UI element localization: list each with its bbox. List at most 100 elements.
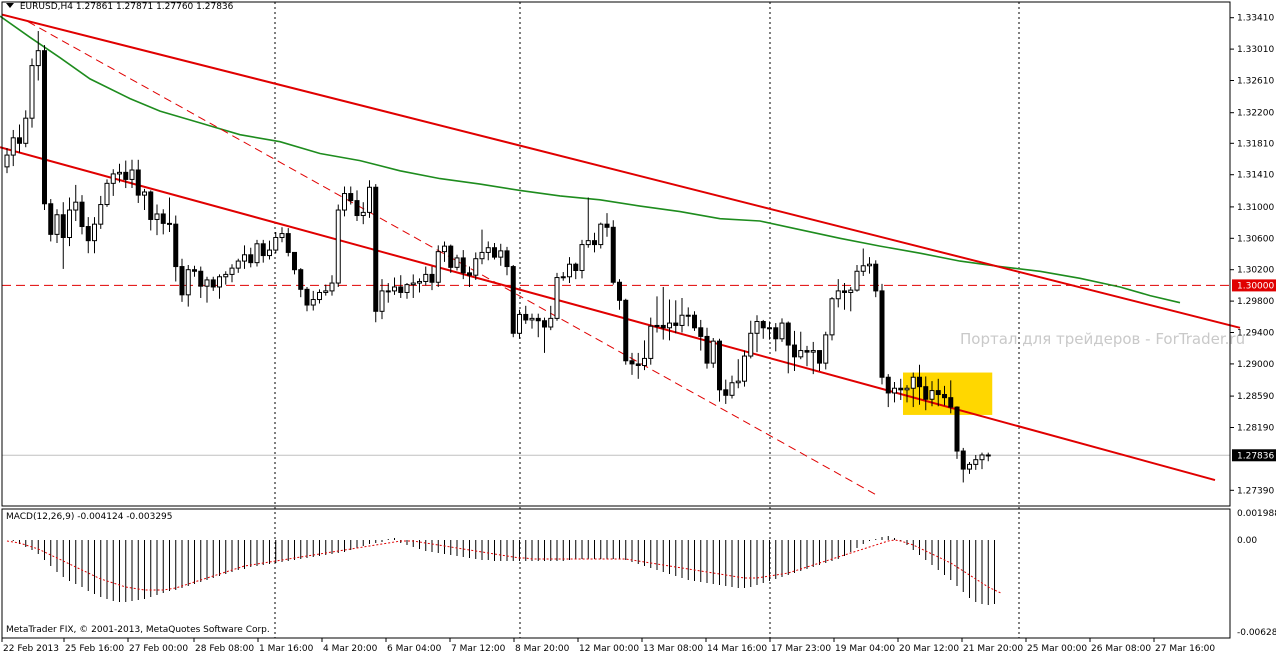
candle-body-down [960, 450, 966, 470]
candle [967, 462, 972, 474]
candle [342, 186, 347, 217]
candle-body-up [748, 332, 754, 357]
candle-body-up [767, 327, 772, 330]
candle [717, 338, 722, 402]
time-tick-label: 1 Mar 16:00 [259, 644, 314, 654]
candle [885, 374, 891, 408]
candle-body-up [204, 279, 210, 287]
candle [317, 289, 322, 304]
candle-body-down [48, 203, 54, 235]
candle [129, 159, 135, 189]
candle-body-down [629, 360, 635, 365]
candle [554, 272, 560, 321]
time-tick-label: 17 Mar 23:00 [771, 644, 831, 654]
candle [248, 247, 254, 268]
candle [860, 248, 866, 276]
candle [60, 202, 66, 269]
candle-body-up [985, 454, 991, 457]
candle [54, 209, 60, 244]
candle [642, 340, 647, 371]
candle-body-up [417, 280, 422, 284]
candle [104, 179, 110, 207]
candle-body-down [623, 299, 629, 362]
candle [110, 169, 116, 196]
candle-body-up [735, 380, 741, 384]
price-tick-label: 1.29800 [1237, 297, 1274, 307]
trendline-1[interactable] [1, 13, 1241, 329]
trendline-2[interactable] [0, 146, 1216, 482]
candle [379, 279, 385, 320]
candle [804, 345, 810, 367]
macd-signal-line [6, 539, 1001, 594]
candle [767, 321, 772, 340]
time-tick-label: 20 Mar 12:00 [899, 644, 959, 654]
candle-body-up [442, 245, 447, 253]
candle [592, 232, 597, 253]
candle [648, 317, 654, 365]
candle [698, 319, 704, 351]
price-tick-label: 1.30200 [1237, 266, 1274, 276]
candle [960, 447, 966, 483]
candle [429, 266, 435, 291]
trendlines[interactable] [0, 13, 1241, 495]
price-tick-label: 1.28190 [1237, 423, 1274, 433]
candle [754, 315, 760, 353]
candle-body-up [117, 171, 122, 175]
candle-body-down [304, 288, 310, 306]
candle-body-up [23, 117, 29, 144]
candle-body-up [517, 313, 522, 334]
candle [573, 262, 579, 280]
price-axis[interactable]: 1.33410 1.33010 1.32610 1.32200 1.31810 1.314… [1230, 14, 1276, 638]
candle [42, 45, 47, 211]
candle [423, 266, 429, 286]
macd-scale-label: 0.00 [1237, 536, 1257, 546]
current-price-tag [1232, 449, 1276, 462]
candle-body-up [4, 154, 10, 168]
macd-pane-border [1, 508, 1231, 639]
candle [567, 257, 572, 284]
candle-body-down [298, 269, 304, 290]
open-value: 1.27861 [75, 2, 114, 12]
candle [685, 307, 691, 327]
level-price-tag [1232, 279, 1276, 292]
candle [742, 350, 747, 387]
triangle-down-icon[interactable] [6, 3, 14, 8]
candle-body-up [254, 243, 260, 264]
level-price-tag-label: 1.30000 [1237, 281, 1274, 291]
close-value: 1.27836 [196, 2, 234, 12]
candle-body-down [935, 390, 941, 396]
candle-body-down [523, 313, 529, 321]
candle-body-down [373, 186, 379, 312]
time-tick-label: 22 Feb 2013 [3, 644, 59, 654]
candle-body-up [367, 186, 372, 213]
candle-body-down [879, 290, 885, 378]
candle [985, 452, 991, 462]
candle [529, 313, 535, 329]
candle-body-up [435, 251, 441, 283]
candle [492, 243, 497, 260]
candle-body-down [698, 327, 704, 337]
price-tick-label: 1.31810 [1237, 139, 1274, 149]
candle [517, 309, 522, 339]
candle [273, 232, 279, 254]
candle [704, 327, 710, 369]
time-axis[interactable]: 22 Feb 2013 25 Feb 16:00 27 Feb 00:00 28 Fe… [1, 638, 1215, 654]
candle [810, 341, 816, 375]
candle-body-down [467, 272, 472, 276]
price-tick-label: 1.33010 [1237, 45, 1274, 55]
candle-body-down [592, 240, 597, 246]
candle [435, 245, 441, 287]
candle-body-down [542, 320, 547, 328]
candle-body-up [242, 254, 247, 262]
candle-body-up [904, 387, 910, 391]
candle-body-down [292, 251, 297, 271]
candle [360, 202, 366, 225]
candle-body-up [560, 276, 566, 279]
candle [873, 260, 879, 298]
candle [610, 220, 616, 285]
candle [460, 250, 466, 280]
price-tick-label: 1.33410 [1237, 14, 1274, 24]
candles [4, 31, 991, 483]
